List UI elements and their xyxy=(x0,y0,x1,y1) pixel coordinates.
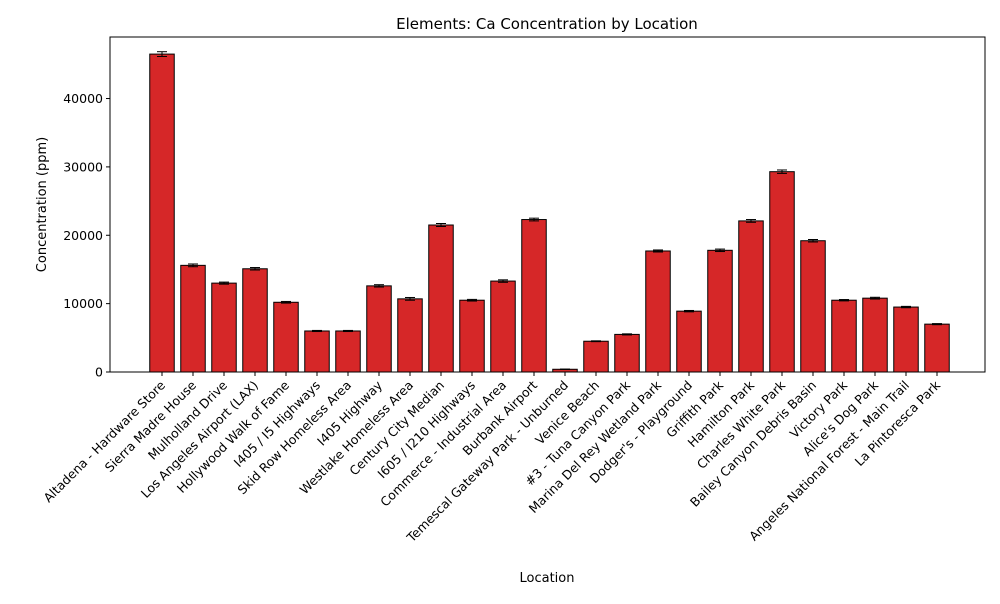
bar xyxy=(708,250,733,372)
bar xyxy=(212,283,237,372)
bar xyxy=(584,341,609,372)
bar xyxy=(646,251,671,372)
y-tick-label: 40000 xyxy=(63,91,103,106)
bar xyxy=(677,311,702,372)
chart-title: Elements: Ca Concentration by Location xyxy=(396,15,698,33)
bar xyxy=(429,225,454,372)
bar xyxy=(181,265,206,372)
y-tick-label: 10000 xyxy=(63,296,103,311)
bar xyxy=(398,299,423,372)
bar xyxy=(801,241,826,372)
bar xyxy=(925,324,950,372)
bar xyxy=(770,172,795,372)
bar xyxy=(739,221,764,372)
bar xyxy=(460,300,485,372)
y-axis-label: Concentration (ppm) xyxy=(35,137,50,272)
y-axis: 0 10000 20000 30000 40000 xyxy=(63,91,110,379)
bar xyxy=(832,300,857,372)
bar xyxy=(367,286,392,372)
bar xyxy=(615,334,640,372)
bar xyxy=(522,220,547,372)
y-tick-label: 20000 xyxy=(63,228,103,243)
bar xyxy=(863,298,888,372)
x-axis-label: Location xyxy=(520,571,575,586)
y-tick-label: 30000 xyxy=(63,159,103,174)
bar xyxy=(894,307,919,372)
bar xyxy=(305,331,330,372)
error-bar xyxy=(591,341,601,342)
bar xyxy=(491,281,516,372)
bar xyxy=(150,54,175,372)
bars-layer xyxy=(150,54,950,372)
bar xyxy=(243,269,268,372)
bar xyxy=(336,331,361,372)
y-tick-label: 0 xyxy=(95,365,103,380)
bar xyxy=(274,302,299,372)
